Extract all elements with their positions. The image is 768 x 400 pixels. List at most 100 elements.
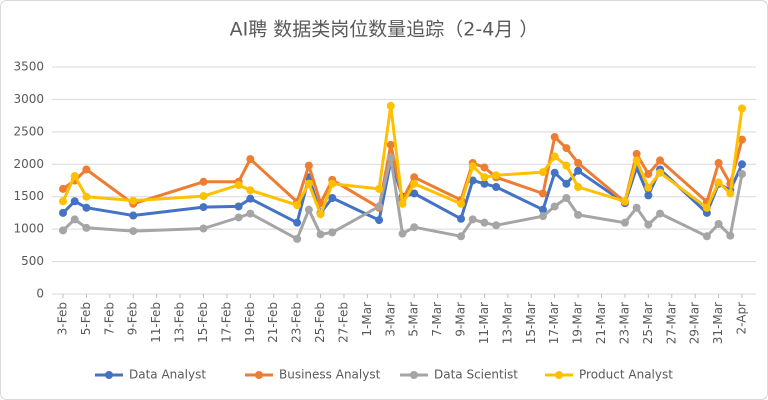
point: [644, 191, 653, 200]
point: [59, 197, 67, 206]
point: [538, 168, 547, 177]
legend-label: Product Analyst: [579, 368, 673, 382]
x-tick-label: 29-Mar: [688, 302, 702, 344]
point: [457, 199, 466, 208]
point: [632, 203, 641, 212]
legend-item: Data Scientist: [400, 368, 518, 382]
point: [386, 101, 395, 110]
point: [702, 232, 711, 241]
point: [398, 229, 407, 238]
point: [410, 223, 419, 232]
point: [234, 181, 243, 190]
x-tick-label: 7-Mar: [430, 302, 444, 337]
y-tick-label: 1000: [13, 222, 44, 236]
point: [246, 194, 255, 203]
y-tick-label: 0: [36, 287, 44, 301]
x-tick-label: 11-Mar: [477, 302, 491, 344]
point: [574, 158, 583, 167]
y-tick-label: 1500: [13, 189, 44, 203]
x-tick-label: 21-Feb: [266, 302, 280, 343]
x-tick-label: 1-Mar: [360, 302, 374, 337]
point: [714, 178, 723, 187]
point: [129, 211, 138, 220]
point: [550, 152, 559, 161]
point: [386, 140, 395, 149]
x-tick-label: 25-Feb: [313, 302, 327, 343]
x-tick-label: 31-Mar: [711, 302, 725, 344]
point: [644, 220, 653, 229]
x-tick-label: 15-Feb: [196, 302, 210, 343]
x-tick-label: 17-Mar: [547, 302, 561, 344]
x-tick-label: 2-Apr: [735, 302, 749, 335]
point: [738, 135, 746, 144]
point: [562, 161, 571, 170]
point: [538, 212, 547, 221]
point: [70, 215, 79, 224]
point: [620, 197, 629, 206]
point: [492, 221, 501, 230]
point: [129, 196, 138, 205]
point: [738, 160, 746, 169]
point: [199, 177, 208, 186]
y-tick-label: 3500: [13, 60, 44, 74]
point: [82, 192, 91, 201]
x-tick-label: 25-Mar: [641, 302, 655, 344]
x-tick-label: 23-Mar: [617, 302, 631, 344]
legend-marker: [555, 371, 563, 379]
legend-marker: [105, 371, 113, 379]
point: [457, 232, 466, 241]
legend-marker: [255, 371, 263, 379]
point: [574, 182, 583, 191]
legend-label: Data Scientist: [434, 368, 518, 382]
x-tick-label: 27-Mar: [664, 302, 678, 344]
point: [398, 199, 407, 208]
x-tick-label: 15-Mar: [524, 302, 538, 344]
point: [129, 227, 138, 236]
y-tick-label: 500: [21, 254, 44, 268]
point: [480, 218, 489, 227]
x-tick-label: 21-Mar: [594, 302, 608, 344]
x-tick-label: 19-Feb: [243, 302, 257, 343]
point: [632, 149, 641, 158]
point: [562, 194, 571, 203]
x-tick-label: 19-Mar: [571, 302, 585, 344]
point: [468, 215, 477, 224]
point: [656, 209, 665, 218]
point: [538, 189, 547, 198]
point: [562, 179, 571, 188]
point: [246, 186, 255, 195]
point: [574, 166, 583, 175]
point: [656, 168, 665, 177]
legend-label: Data Analyst: [129, 368, 206, 382]
point: [562, 144, 571, 153]
point: [714, 158, 723, 167]
chart-title: AI聘 数据类岗位数量追踪（2-4月 ）: [230, 19, 539, 41]
point: [726, 189, 735, 198]
point: [550, 202, 559, 211]
point: [234, 213, 243, 222]
point: [632, 156, 641, 165]
point: [82, 203, 91, 212]
point: [738, 170, 746, 179]
x-tick-label: 3-Feb: [56, 302, 70, 335]
point: [738, 104, 746, 113]
point: [386, 153, 395, 162]
y-tick-label: 3000: [13, 92, 44, 106]
point: [538, 205, 547, 214]
point: [328, 194, 337, 203]
legend-item: Product Analyst: [545, 368, 673, 382]
point: [328, 228, 337, 237]
x-tick-label: 9-Mar: [454, 302, 468, 337]
point: [316, 230, 325, 239]
x-tick-label: 9-Feb: [126, 302, 140, 335]
x-tick-label: 13-Mar: [500, 302, 514, 344]
point: [492, 171, 501, 180]
point: [304, 179, 313, 188]
legend-label: Business Analyst: [279, 368, 381, 382]
point: [410, 173, 419, 182]
point: [375, 202, 384, 211]
point: [304, 161, 313, 170]
point: [199, 192, 208, 201]
point: [410, 189, 419, 198]
